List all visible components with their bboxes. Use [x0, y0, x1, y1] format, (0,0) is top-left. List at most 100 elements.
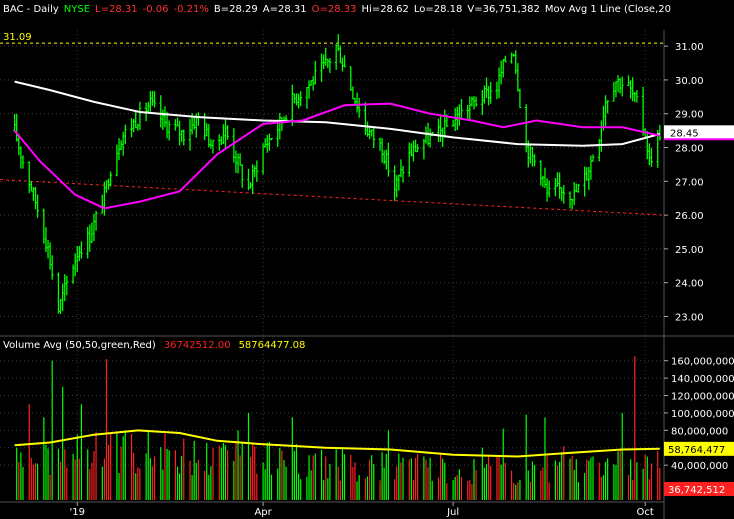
- price-bar: [645, 130, 649, 160]
- price-bar: [349, 66, 353, 91]
- price-bar: [65, 275, 69, 296]
- volume-tick-label: 100,000,000: [671, 409, 734, 420]
- price-bar: [614, 81, 618, 98]
- price-bar: [148, 91, 152, 112]
- price-bar: [226, 125, 230, 140]
- price-bar: [393, 165, 397, 202]
- volume-tick-label: 80,000,000: [671, 426, 728, 437]
- price-bar: [397, 174, 401, 191]
- price-bar: [411, 140, 415, 162]
- header-item: L=28.31: [95, 4, 138, 15]
- price-bar: [13, 113, 17, 132]
- price-bar: [27, 161, 31, 194]
- price-bar: [380, 138, 384, 163]
- price-tick-label: 26.00: [675, 211, 704, 222]
- header-item: -0.21%: [174, 4, 209, 15]
- price-bar: [501, 58, 505, 78]
- price-tick-label: 29.00: [675, 110, 704, 121]
- price-bar: [480, 90, 484, 115]
- price-bar: [21, 155, 25, 169]
- price-bar: [221, 124, 225, 144]
- price-bar: [115, 144, 119, 177]
- price-bar: [368, 126, 372, 140]
- price-bar: [224, 118, 228, 148]
- price-bar: [439, 115, 443, 142]
- price-bar: [240, 164, 244, 188]
- volume-tick-label: 140,000,000: [671, 374, 734, 385]
- price-bar: [299, 91, 303, 107]
- price-bar: [90, 222, 94, 244]
- volume-tick-label: 160,000,000: [671, 357, 734, 368]
- price-bar: [48, 242, 52, 270]
- price-bar: [503, 55, 507, 63]
- price-bar: [188, 118, 192, 151]
- price-bar: [77, 246, 81, 262]
- price-bar: [558, 172, 562, 199]
- header-item: A=28.31: [263, 4, 307, 15]
- price-bar: [553, 178, 557, 197]
- price-bar: [71, 264, 75, 284]
- price-tick-label: 23.00: [675, 312, 704, 323]
- price-bar: [36, 194, 40, 218]
- price-bar: [334, 44, 338, 70]
- price-bar: [583, 166, 587, 197]
- price-bar: [159, 95, 163, 128]
- header-item: V=36,751,382: [467, 4, 539, 15]
- header-item: Mov Avg 1 Line (Close,20: [545, 4, 671, 15]
- price-bar: [29, 181, 33, 192]
- volume-pane: [0, 356, 664, 500]
- price-bar: [251, 164, 255, 195]
- price-bar: [510, 52, 514, 64]
- price-bar: [641, 86, 645, 136]
- price-bar: [562, 185, 566, 204]
- price-bar: [631, 77, 635, 102]
- price-bar: [466, 104, 470, 119]
- price-bar: [328, 58, 332, 74]
- time-tick-label: Apr: [254, 507, 272, 518]
- price-tick-label: 28.00: [675, 144, 704, 155]
- price-bar: [219, 136, 223, 146]
- headers: BAC - Daily NYSE L=28.31 -0.06 -0.21% B=28.29…: [3, 4, 671, 351]
- time-tick-label: Jul: [446, 507, 459, 518]
- price-bar: [263, 138, 267, 148]
- price-bar: [236, 153, 240, 174]
- time-tick-label: '19: [70, 507, 85, 518]
- volume-average-box: [664, 441, 734, 456]
- price-bar: [94, 211, 98, 231]
- price-bar: [618, 78, 622, 94]
- header-item: BAC - Daily: [3, 4, 59, 15]
- price-bar: [234, 150, 238, 173]
- price-bar: [355, 92, 359, 113]
- price-bar: [121, 131, 125, 156]
- price-bar: [338, 45, 342, 64]
- price-bar: [587, 166, 591, 190]
- price-bar: [518, 88, 522, 109]
- price-bar: [574, 183, 578, 193]
- price-bar: [167, 120, 171, 141]
- price-tick-label: 25.00: [675, 245, 704, 256]
- price-bar: [211, 139, 215, 154]
- price-bar: [295, 93, 299, 106]
- price-bar: [278, 112, 282, 140]
- price-bar: [539, 160, 543, 186]
- price-bar: [50, 255, 54, 280]
- header-item: -0.06: [143, 4, 169, 15]
- price-bar: [109, 171, 113, 187]
- price-bar: [485, 77, 489, 99]
- price-bar: [56, 272, 60, 314]
- price-bar: [290, 84, 294, 127]
- price-bar: [79, 241, 83, 259]
- price-bar: [629, 80, 633, 99]
- price-bar: [175, 117, 179, 127]
- price-tick-label: 30.00: [675, 76, 704, 87]
- volume-average-line: [14, 429, 660, 458]
- price-bar: [119, 140, 123, 151]
- price-bar: [372, 127, 376, 149]
- price-bar: [528, 143, 532, 164]
- price-bar: [451, 119, 455, 127]
- price-bar: [217, 134, 221, 151]
- last-price-box: [664, 125, 734, 140]
- price-bar: [324, 47, 328, 66]
- price-bar: [153, 91, 157, 108]
- price-bar: [627, 75, 631, 86]
